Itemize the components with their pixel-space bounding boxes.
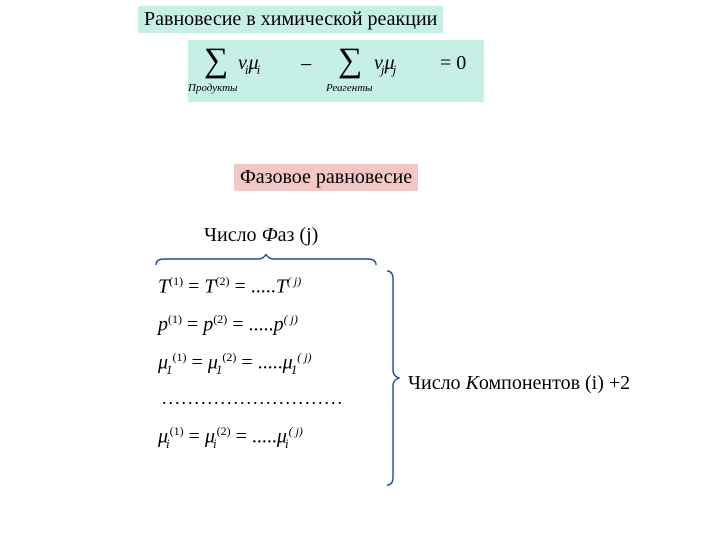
equation-box: ∑ Продукты νiμi − ∑ Реагенты νjμj = 0	[188, 40, 484, 102]
sigma-2: ∑	[338, 44, 362, 78]
system-row: μi(1) = μi(2) = .....μi( j)	[158, 424, 380, 462]
brace-horizontal	[155, 254, 377, 266]
title-phase-equilibrium: Фазовое равновесие	[234, 164, 418, 191]
system-dots: ............................	[158, 388, 380, 424]
term-1: νiμi	[238, 52, 260, 78]
term-2: νjμj	[374, 52, 396, 78]
system-row: T(1) = T(2) = .....T( j)	[158, 274, 380, 312]
rhs: = 0	[440, 52, 466, 75]
system-row: μ1(1) = μ1(2) = .....μ1( j)	[158, 350, 380, 388]
system-row: p(1) = p(2) = .....p( j)	[158, 312, 380, 350]
minus: −	[300, 52, 312, 78]
sigma-2-sub: Реагенты	[326, 82, 373, 94]
system-block: T(1) = T(2) = .....T( j)p(1) = p(2) = ..…	[158, 274, 380, 462]
title-chemical-equilibrium: Равновесие в химической реакции	[138, 6, 443, 33]
slide-canvas: Равновесие в химической реакции ∑ Продук…	[0, 0, 720, 540]
components-label: Число Компонентов (i) +2	[408, 372, 630, 395]
sigma-1: ∑	[204, 44, 228, 78]
phases-label: Число Фаз (j)	[204, 224, 318, 247]
brace-vertical	[386, 270, 400, 486]
sigma-1-sub: Продукты	[188, 82, 238, 94]
